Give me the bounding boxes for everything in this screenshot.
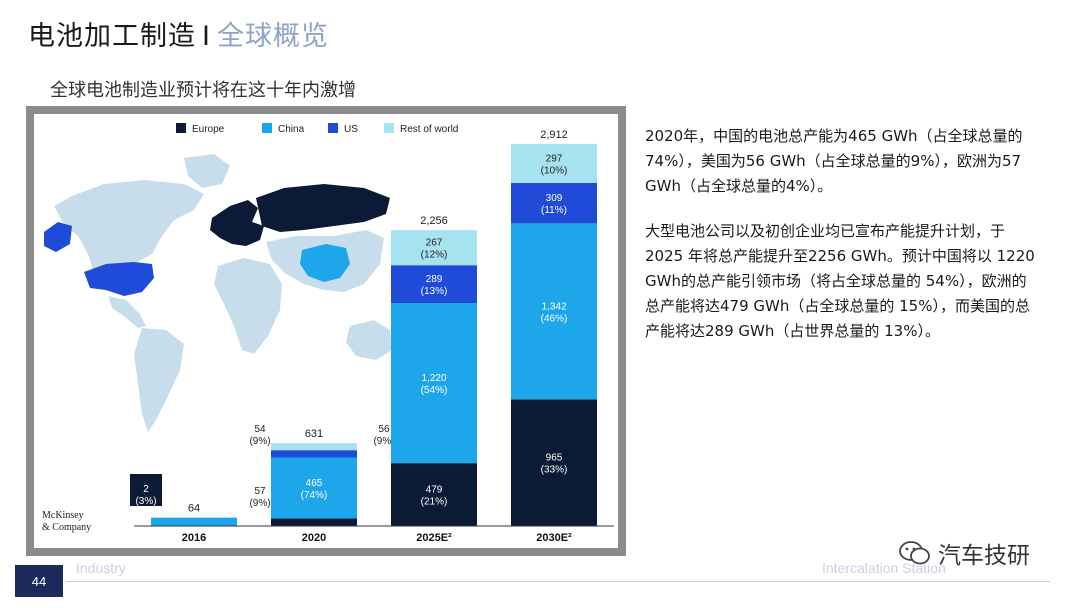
chart-legend: Europe China US Rest of world [176,123,458,135]
bar-3-3 [511,143,597,183]
map-russia [256,184,390,232]
category-label-3: 2030E² [536,532,572,544]
bar-3-0 [511,399,597,526]
map-usa [84,262,154,296]
segment-label-2-2-value: 289 [426,274,443,285]
segment-label-box-0 [130,474,162,506]
right-text-para-1: 2020年，中国的电池总产能为465 GWh（占全球总量的74%），美国为56 … [645,127,1023,195]
map-australia [346,320,392,360]
map-china [300,244,350,282]
bar-1-2 [271,450,357,458]
segment-label-1-3-value: 54 [254,424,266,435]
page-number: 44 [31,573,47,589]
bar-2-0 [391,463,477,526]
footer-right-label: Intercalation Station [822,560,946,576]
map-central-america [108,296,146,328]
segment-label-3-3-value: 297 [546,153,563,164]
segment-label-2-3-pct: (12%) [421,250,448,261]
segment-label-3-2-pct: (11%) [541,205,567,216]
map-alaska [44,222,72,252]
title-separator: I [202,21,211,52]
category-label-0: 2016 [182,532,206,544]
bar-3-2 [511,182,597,224]
segment-label-1-0-pct: (9%) [249,498,270,509]
category-label-1: 2020 [302,532,326,544]
legend-swatch-0 [176,123,186,133]
segment-label-2-0-pct: (21%) [421,497,448,508]
page-number-box: 44 [15,565,63,597]
bar-2-2 [391,265,477,304]
segment-label-1-2-value: 56 [378,424,390,435]
map-europe [210,200,264,246]
chart-svg: Europe China US Rest of world 2016 64 2(3%) 20… [42,123,614,544]
legend-swatch-3 [384,123,394,133]
source-line-2: & Company [42,522,91,533]
category-label-2: 2025E² [416,532,452,544]
wechat-icon [898,539,932,567]
footer-left-label: Industry [76,560,126,576]
watermark-text: 汽车技研 [938,543,1030,569]
segment-label-2-3-value: 267 [426,238,443,249]
legend-label-3: Rest of world [400,124,458,135]
segment-label-1-1-value: 465 [306,478,323,489]
figure-inner: Europe China US Rest of world 2016 64 2 (3%) 20… [34,114,618,548]
segment-label-3-0-value: 965 [546,453,563,464]
segment-label-2-1-value: 1,220 [421,373,446,384]
total-label-0: 64 [188,503,200,515]
map-africa [214,258,282,354]
legend-label-2: US [344,124,358,135]
legend-swatch-1 [262,123,272,133]
total-label-1: 631 [305,428,323,440]
segment-label-2-1-pct: (54%) [421,385,448,396]
segment-label-2-0-value: 479 [426,485,443,496]
footer-divider [66,581,1050,582]
segment-label-1-2-pct: (9%) [373,436,394,447]
right-text-para-2: 大型电池公司以及初创企业均已宣布产能提升计划，于 2025 年将总产能提升至22… [645,222,1035,340]
segment-label-3-1-value: 1,342 [541,301,566,312]
bar-1-0 [271,518,357,526]
source-line-1: McKinsey [42,510,84,521]
segment-label-2-2-pct: (13%) [421,286,448,297]
bar-0-1 [151,517,237,526]
bar-1-3 [271,443,357,451]
watermark: 汽车技研 [898,536,1030,570]
legend-label-1: China [278,124,305,135]
bar-2-3 [391,230,477,266]
title-main: 电池加工制造 [28,21,196,52]
right-text-block: 2020年，中国的电池总产能为465 GWh（占全球总量的74%），美国为56 … [645,124,1040,364]
title-sub: 全球概览 [216,21,329,52]
bar-2-1 [391,303,477,464]
segment-label-3-3-pct: (10%) [541,165,568,176]
legend-swatch-2 [328,123,338,133]
segment-label-0-0-value: 2 [143,484,149,495]
segment-label-1-1-pct: (74%) [301,490,328,501]
total-label-3: 2,912 [540,129,568,141]
segment-label-0-0-pct: (3%) [135,496,156,507]
total-label-2: 2,256 [420,215,448,227]
bar-1-1 [271,457,357,519]
segment-label-3-1-pct: (46%) [541,313,568,324]
map-south-america [134,328,184,432]
world-map [44,154,392,432]
map-north-america [54,180,204,284]
figure-frame: Europe China US Rest of world 2016 64 2 (3%) 20… [26,106,626,556]
segment-label-1-0-value: 57 [254,486,266,497]
segment-label-3-2-value: 309 [546,193,563,204]
segment-label-1-3-pct: (9%) [249,436,270,447]
legend-label-0: Europe [192,124,225,135]
page-title: 电池加工制造 I 全球概览 [28,14,329,53]
chart-bars: 2016642(3%)202063157(9%)465(74%)56(9%)54… [130,129,597,544]
segment-label-3-0-pct: (33%) [541,465,568,476]
page-subtitle: 全球电池制造业预计将在这十年内激增 [50,80,356,101]
map-greenland [184,154,230,188]
bar-3-1 [511,223,597,400]
